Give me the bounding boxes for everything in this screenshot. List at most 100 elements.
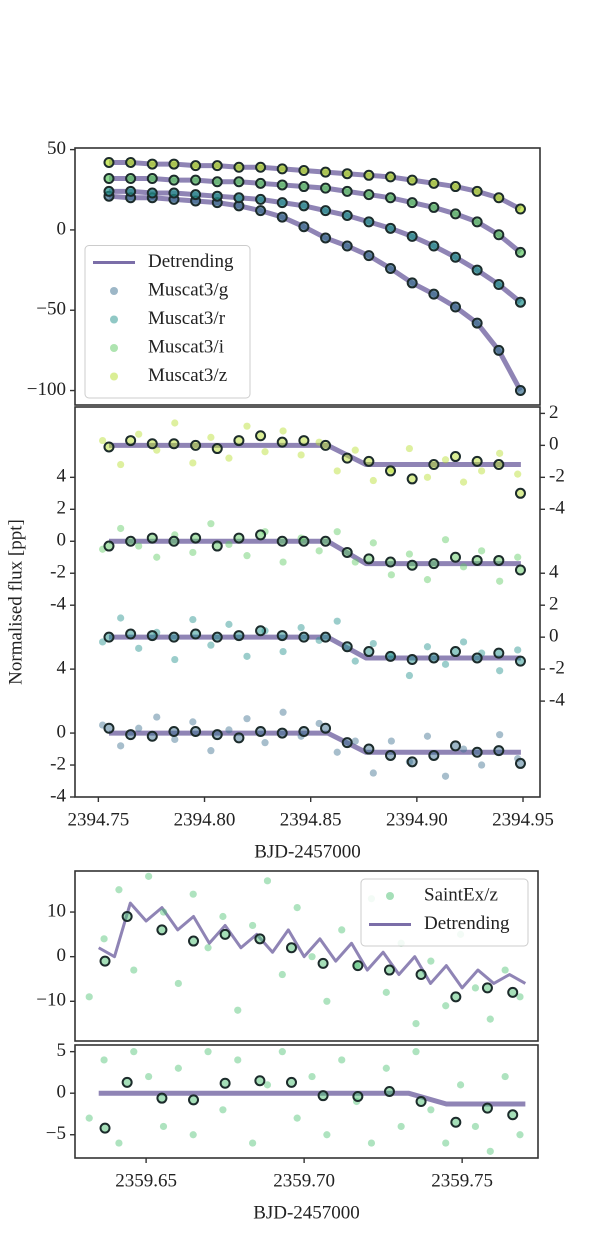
binned-point [233,435,245,447]
binned-point [450,991,462,1003]
raw-point [423,473,432,481]
binned-point [298,181,310,193]
binned-point [211,443,223,455]
binned-point [103,185,115,197]
raw-point [471,1122,480,1131]
raw-point [369,539,377,547]
raw-point [387,737,395,745]
binned-point [428,240,440,252]
raw-point [278,1048,286,1056]
binned-point [428,288,440,300]
raw-point [514,646,522,654]
binned-point [125,535,137,547]
binned-point [146,438,158,450]
binned-point [276,179,288,191]
raw-point [387,571,395,579]
binned-point [471,264,483,276]
raw-point [486,1147,494,1155]
raw-point [207,747,215,755]
y-tick-label: −50 [36,299,66,320]
legend-marker [110,315,118,324]
raw-point [382,988,390,996]
raw-point [478,547,486,555]
binned-point [507,1109,519,1121]
raw-point [204,944,212,952]
binned-point [320,232,332,244]
binned-point [341,452,353,464]
binned-point [449,646,461,658]
raw-point [100,935,108,943]
y-tick-label: 0 [57,1082,67,1103]
binned-point [103,156,115,168]
binned-point [363,743,375,755]
raw-point [308,953,316,961]
raw-point [369,639,377,648]
raw-point [338,1056,346,1064]
binned-point [168,438,180,450]
raw-point [207,520,215,528]
raw-point [225,454,233,462]
raw-point [333,467,341,475]
raw-point [459,478,468,486]
binned-point [449,181,461,193]
raw-point [323,997,331,1005]
y2-tick-label: 2 [549,402,559,423]
raw-point [145,1072,153,1081]
binned-point [363,216,375,228]
raw-point [279,647,287,656]
raw-point [405,444,414,453]
axes-frame [74,1044,539,1159]
binned-point [255,205,267,217]
raw-point [249,921,257,930]
binned-point [125,628,137,640]
binned-point [449,208,461,220]
raw-point [496,667,504,675]
binned-point [514,246,526,258]
binned-point [125,185,137,197]
y-tick-label: 2 [57,498,67,519]
binned-point [125,156,137,168]
binned-point [255,529,267,541]
binned-point [449,740,461,752]
binned-point [211,540,223,552]
raw-point [297,623,305,632]
binned-point [428,652,440,664]
raw-point [333,748,341,756]
binned-point [233,161,245,173]
raw-point [243,422,251,430]
binned-point [298,631,310,643]
binned-point [514,296,526,308]
raw-point [189,459,197,467]
raw-point [85,993,93,1001]
binned-point [298,221,310,233]
binned-point [99,1122,111,1134]
binned-point [383,1086,395,1098]
raw-point [153,713,161,721]
binned-point [507,986,519,998]
binned-point [493,647,505,659]
raw-point [459,563,468,571]
binned-point [298,725,310,737]
legend-label: Muscat3/i [148,336,224,357]
raw-point [315,547,323,555]
raw-point [478,467,486,475]
raw-point [279,558,287,566]
raw-point [130,966,138,974]
raw-point [323,1131,331,1139]
binned-point [103,540,115,552]
binned-point [449,301,461,313]
raw-point [225,726,233,734]
binned-point [514,655,526,667]
raw-point [412,1048,420,1056]
binned-point [255,177,267,189]
binned-point [121,1076,133,1088]
binned-point [406,559,418,571]
raw-point [204,1048,212,1056]
raw-point [293,1114,301,1122]
binned-point [415,969,427,981]
binned-point [471,216,483,228]
binned-point [385,262,397,274]
binned-point [493,459,505,471]
x-tick-label: 2394.90 [386,809,448,830]
binned-point [276,211,288,223]
